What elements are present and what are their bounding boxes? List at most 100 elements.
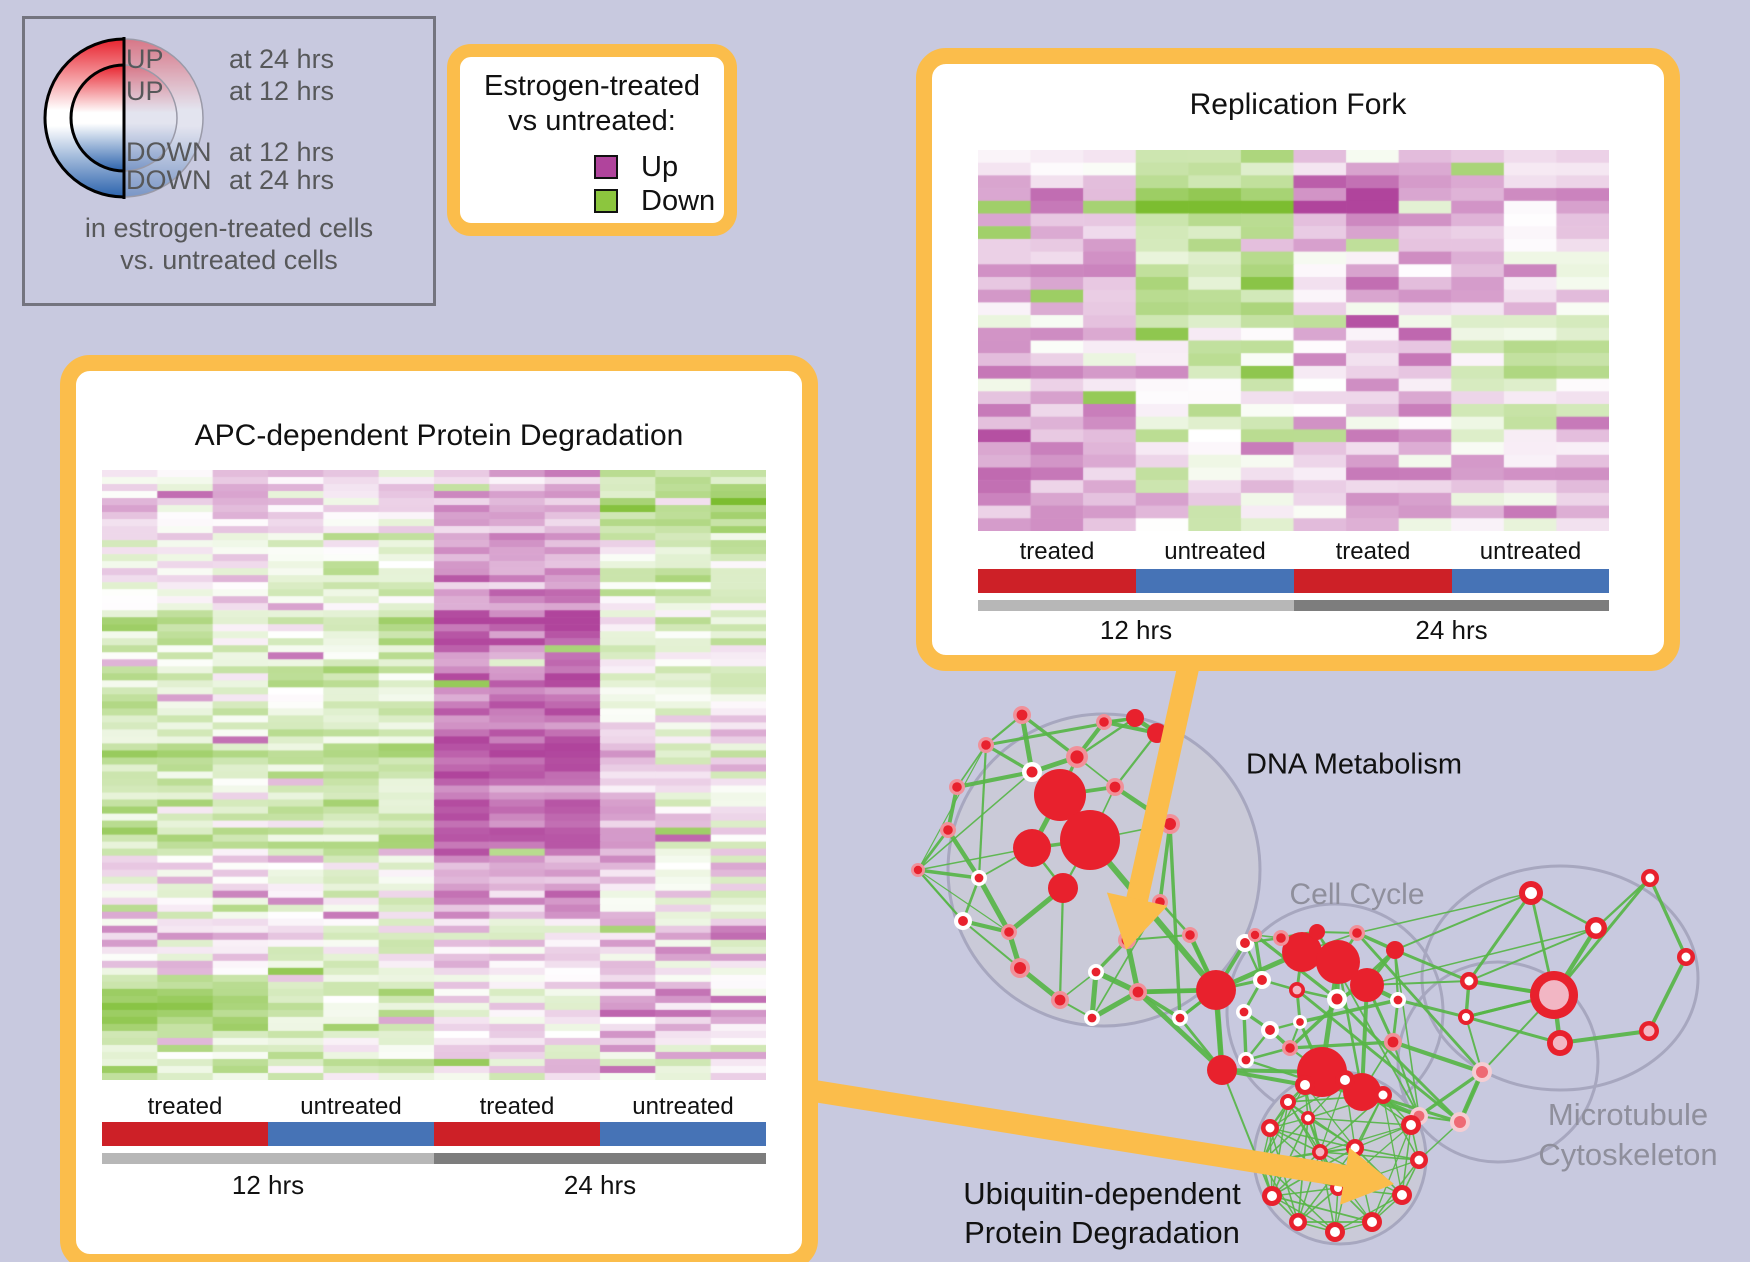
network-edge — [1336, 961, 1364, 1093]
network-edge — [1647, 956, 1688, 1032]
rf-12hrs-label: 12 hrs — [1099, 615, 1173, 645]
apc-12hrs-bar — [102, 1153, 434, 1164]
network-bridge-edge — [1467, 892, 1533, 982]
gene-node-core-halo — [1004, 927, 1014, 937]
gene-node-ring-solid — [1386, 941, 1404, 959]
legend-inner-left-outline — [69, 63, 125, 173]
annotation-arrow-head-2 — [1340, 1147, 1394, 1205]
apc-group-label-untreated-24: untreated — [632, 1093, 734, 1120]
gene-node-core-donut — [1265, 1123, 1275, 1133]
gene-node-core-donut — [1284, 1098, 1292, 1106]
legend-down-12-time: at 12 hrs — [229, 137, 335, 167]
gene-node-core-halo — [1352, 928, 1362, 938]
network-edge — [1058, 887, 1065, 1001]
network-edge — [1354, 1147, 1420, 1161]
replication-fork-panel: Replication Fork treated untreated treat… — [916, 48, 1680, 671]
network-edge — [1355, 932, 1484, 1073]
gene-node-ring-solid — [1126, 709, 1144, 727]
gene-node-core-halo — [943, 825, 953, 835]
network-bridge-edge — [1397, 998, 1467, 1019]
apc-treated-bar-24 — [434, 1122, 600, 1146]
legend-inner-right-outline — [123, 64, 178, 172]
gene-node-core-donut — [1378, 1090, 1388, 1100]
legend-footer-line1: in estrogen-treated cells — [84, 213, 374, 243]
apc-group-label-untreated-12: untreated — [300, 1093, 402, 1120]
gene-node-core-halo — [1387, 1036, 1399, 1048]
estrogen-legend-title-line2: vs untreated: — [508, 105, 676, 137]
up-swatch-label: Up — [641, 151, 679, 183]
gene-node-core-donut — [1525, 887, 1537, 899]
rf-group-label-treated-12: treated — [1019, 538, 1095, 565]
network-edge — [1269, 1127, 1356, 1149]
gene-node-core-bigpink — [1539, 980, 1569, 1010]
gene-node-core-whitering — [1241, 1055, 1251, 1065]
network-edge — [1020, 713, 1079, 759]
apc-24hrs-bar — [434, 1153, 766, 1164]
network-edge — [1114, 732, 1158, 788]
gene-node-core-whitering — [1240, 938, 1250, 948]
replication-fork-heatmap — [978, 150, 1609, 531]
network-bridge-edge — [1468, 927, 1597, 982]
network-edge — [1418, 1070, 1483, 1118]
rf-untreated-bar-12 — [1136, 569, 1294, 593]
network-bridge-edge — [917, 869, 964, 922]
legend-down-24-time: at 24 hrs — [229, 165, 335, 195]
gene-node-core-whitering — [1239, 1007, 1249, 1017]
network-edge — [1296, 988, 1461, 1124]
apc-untreated-bar-12 — [268, 1122, 434, 1146]
apc-group-label-treated-24: treated — [479, 1093, 555, 1120]
legend-up-12-dir: UP — [126, 76, 164, 106]
estrogen-updown-legend: Estrogen-treated vs untreated: Up Down — [447, 44, 737, 236]
rf-treated-bar-12 — [978, 569, 1136, 593]
legend-up-24-dir: UP — [126, 44, 164, 74]
network-bridge-edge — [1392, 1041, 1420, 1117]
gene-node-ring-solid — [1207, 1055, 1237, 1085]
gene-node-core-whitering — [1175, 1013, 1185, 1023]
gene-node-core-halo — [1070, 750, 1084, 764]
network-bridge-edge — [1465, 1015, 1561, 1045]
gene-node-core-halo — [1132, 986, 1144, 998]
legend-footer-line2: vs. untreated cells — [120, 245, 338, 275]
gene-node-ring-solid — [1196, 970, 1236, 1010]
cluster-label-microtubule-line1: Microtubule — [1547, 1097, 1709, 1132]
annotation-arrow-head-1 — [1106, 892, 1168, 950]
network-edge — [1595, 877, 1651, 929]
network-edge — [1648, 877, 1688, 958]
gene-node-core-pinkdonut — [1315, 1147, 1325, 1157]
network-edge — [1392, 1039, 1483, 1075]
bottom-margin — [0, 1262, 1750, 1279]
rf-12hrs-bar — [978, 600, 1294, 611]
network-bridge-edge — [917, 744, 987, 871]
apc-title: APC-dependent Protein Degradation — [194, 419, 684, 452]
network-edge — [1382, 1094, 1403, 1196]
network-bridge-edge — [917, 869, 1010, 933]
apc-heatmap — [102, 470, 766, 1080]
estrogen-legend-title: Estrogen-treated vs untreated: — [460, 69, 724, 139]
rf-group-label-untreated-24: untreated — [1479, 538, 1582, 565]
network-edge — [1158, 823, 1172, 903]
gene-node-core-palepink — [1476, 1066, 1488, 1078]
gene-node-core-halo — [1276, 933, 1286, 943]
rf-24hrs-label: 24 hrs — [1415, 615, 1488, 645]
gene-node-core-halo — [1185, 930, 1195, 940]
gene-node-core-halo — [1285, 1043, 1295, 1053]
rf-treated-bar-24 — [1294, 569, 1452, 593]
gene-node-core-donut — [1406, 1120, 1416, 1130]
gene-node-core-whitering — [1296, 1018, 1304, 1026]
network-edge — [976, 876, 1012, 934]
network-edge — [1168, 823, 1182, 1019]
gene-node-core-halo — [1164, 818, 1176, 830]
annotation-arrow-shaft-1 — [1125, 647, 1203, 908]
apc-24hrs-label: 24 hrs — [563, 1170, 637, 1200]
legend-up-24-time: at 24 hrs — [229, 44, 335, 74]
cluster-label-dna-metabolism: DNA Metabolism — [1246, 748, 1462, 781]
gene-node-core-whitering — [1265, 1025, 1275, 1035]
network-bridge-edge — [1356, 892, 1532, 934]
network-edge — [1354, 1124, 1412, 1149]
network-bridge-edge — [1394, 948, 1470, 983]
legend-up-12-time: at 12 hrs — [229, 76, 335, 106]
gene-node-core-pinkdonut — [1292, 985, 1302, 995]
rf-group-label-treated-24: treated — [1335, 538, 1411, 565]
cluster-circle-mt — [1420, 864, 1700, 1092]
